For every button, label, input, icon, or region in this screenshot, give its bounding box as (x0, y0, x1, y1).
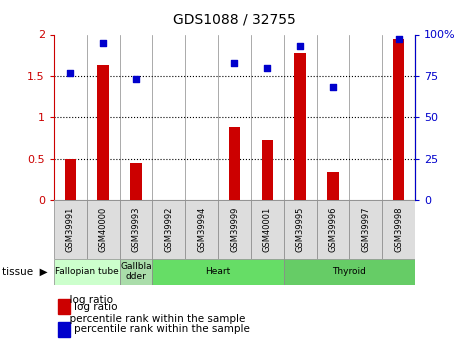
Bar (218, 200, 251, 259)
Bar (262, 140, 273, 200)
Bar (152, 200, 185, 259)
Text: GSM39999: GSM39999 (230, 207, 239, 252)
Point (99, 40, 107, 46)
Point (231, 60, 238, 66)
Bar (58, 322, 70, 337)
Text: GSM39993: GSM39993 (131, 207, 141, 252)
Bar (130, 163, 142, 200)
Bar (284, 259, 415, 285)
Bar (120, 259, 152, 285)
Text: GSM39998: GSM39998 (394, 207, 403, 252)
Bar (327, 172, 339, 200)
Bar (87, 200, 120, 259)
Text: log ratio: log ratio (74, 302, 117, 312)
Text: Heart: Heart (205, 267, 231, 276)
Bar (54, 200, 87, 259)
Bar (229, 127, 240, 200)
Text: Thyroid: Thyroid (333, 267, 366, 276)
Text: log ratio: log ratio (63, 295, 113, 305)
Text: GSM39992: GSM39992 (164, 207, 174, 252)
Text: percentile rank within the sample: percentile rank within the sample (74, 324, 250, 334)
Text: GSM39994: GSM39994 (197, 207, 206, 252)
Text: GSM39997: GSM39997 (361, 207, 371, 252)
Point (67, 70, 74, 75)
Point (395, 37, 402, 42)
Bar (58, 299, 70, 314)
Bar (349, 200, 382, 259)
Bar (393, 39, 404, 200)
Point (296, 43, 304, 49)
Point (264, 65, 271, 70)
Bar (295, 53, 306, 200)
Text: GSM39991: GSM39991 (66, 207, 75, 252)
Bar (382, 200, 415, 259)
Text: tissue  ▶: tissue ▶ (2, 267, 48, 277)
Bar (284, 200, 317, 259)
Text: Fallopian tube: Fallopian tube (55, 267, 119, 276)
Bar (251, 200, 284, 259)
Text: GSM39995: GSM39995 (295, 207, 305, 252)
Text: GSM40000: GSM40000 (98, 207, 108, 252)
Bar (185, 200, 218, 259)
Bar (152, 259, 284, 285)
Text: GDS1088 / 32755: GDS1088 / 32755 (173, 12, 296, 26)
Text: GSM40001: GSM40001 (263, 207, 272, 252)
Text: Gallbla
dder: Gallbla dder (120, 262, 152, 282)
Bar (98, 65, 109, 200)
Point (329, 85, 337, 90)
Point (132, 77, 140, 82)
Bar (65, 159, 76, 200)
Text: GSM39996: GSM39996 (328, 207, 338, 252)
Bar (120, 200, 152, 259)
Bar (54, 259, 120, 285)
Bar (317, 200, 349, 259)
Text: percentile rank within the sample: percentile rank within the sample (63, 314, 246, 324)
